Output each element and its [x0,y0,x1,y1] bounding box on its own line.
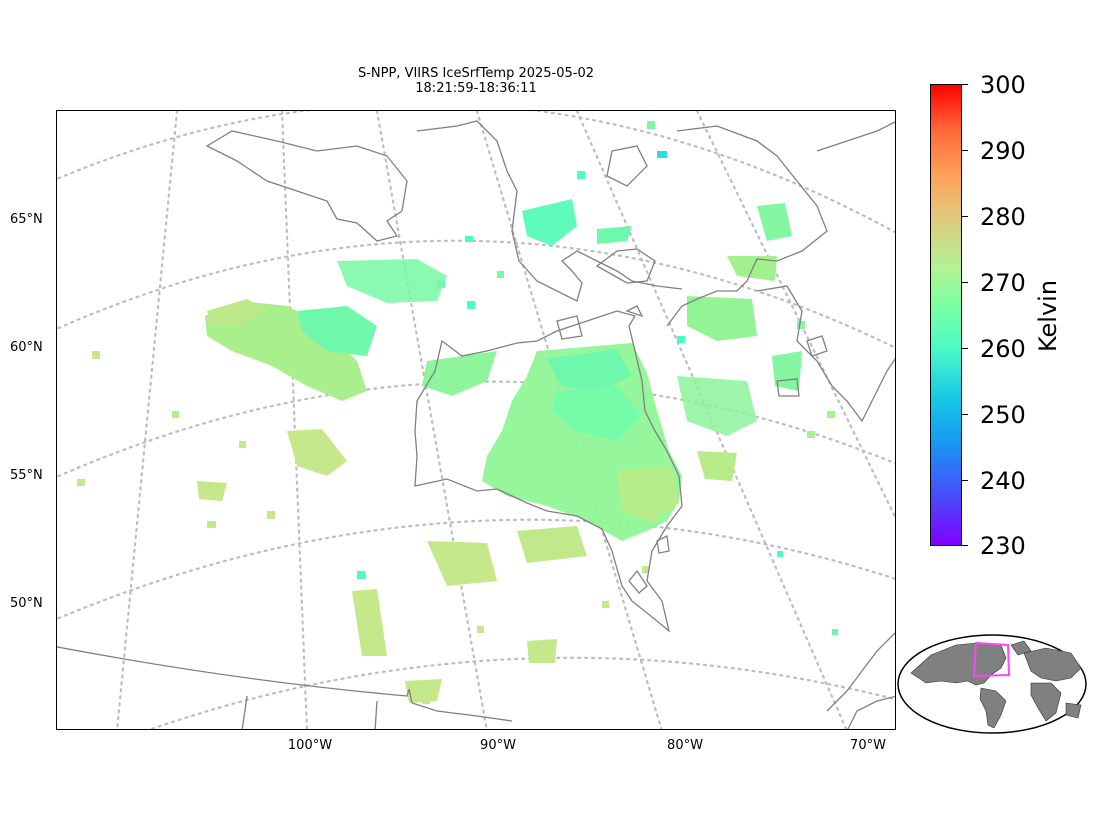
data-cluster-baffin [757,203,792,241]
coastline-hudson-bay [414,310,683,633]
graticule-lat-50 [57,518,895,621]
coastline-labrador [756,285,895,423]
border-us-canada-east [411,702,513,722]
colorbar-title: Kelvin [1034,279,1062,353]
coastline-southampton [595,248,656,284]
coastline-belcher [556,315,583,340]
data-cluster-great-lakes [517,526,587,563]
colorbar-tick-label-270: 270 [980,269,1026,297]
inset-australia [1065,702,1082,719]
graticule-lat-45 [148,656,895,729]
data-cluster-quebec-south [697,451,737,481]
map-title: S-NPP, VIIRS IceSrfTemp 2025-05-02 18:21… [56,66,896,96]
inset-continents [910,640,1082,729]
colorbar-tick-label-300: 300 [980,71,1026,99]
colorbar-tick-label-230: 230 [980,532,1026,560]
inset-south-america [979,687,1007,729]
inset-africa [1030,682,1062,722]
colorbar-tick [962,348,968,349]
data-cluster-southampton [597,226,632,244]
inset-greenland [1010,640,1032,656]
colorbar-tick [962,282,968,283]
coastline-foxe-basin [416,120,683,302]
map-panel[interactable] [56,110,896,730]
coastline-lake-1 [806,335,828,357]
coastline-akimiski [656,535,670,554]
data-cluster-nunavik [687,296,757,341]
lat-label-55: 55°N [10,468,43,483]
lon-label-90w: 90°W [480,738,516,753]
lon-label-100w: 100°W [287,738,333,753]
data-cluster-hudson-north [547,349,632,391]
scattered-pixels [77,121,838,704]
coastline-james-bay-island [628,569,648,594]
coastline-maritimes [826,632,895,712]
state-border-2 [374,700,378,729]
data-cluster-minnesota [527,639,557,663]
lat-label-60: 60°N [10,340,43,355]
data-cluster-dakota [405,679,442,703]
colorbar-tick-label-290: 290 [980,137,1026,165]
title-line-2: 18:21:59-18:36:11 [415,81,537,96]
colorbar-tick-label-260: 260 [980,335,1026,363]
colorbar-tick [962,414,968,415]
coastline-island-2 [625,305,644,318]
graticule [57,111,895,729]
data-cluster-prairie-1 [287,429,347,476]
data-cluster-west [205,301,367,401]
lon-label-70w: 70°W [850,738,886,753]
data-cluster-hudson-mid [552,386,642,441]
map-canvas [57,111,895,729]
data-cluster-prairie-3 [352,589,387,656]
colorbar-tick [962,480,968,481]
colorbar-tick-label-250: 250 [980,401,1026,429]
data-cluster-prairie-2 [197,481,227,501]
graticule-lon-110 [116,111,179,729]
data-cluster-manitoba [422,351,497,396]
colorbar-tick-label-240: 240 [980,467,1026,495]
inset-eurasia [1023,647,1082,682]
data-cluster-quebec [677,376,757,436]
coastline-island-1 [606,145,648,187]
inset-extent-box [972,641,1011,678]
graticule-lon-90 [375,111,488,729]
colorbar-tick [962,545,968,546]
state-border-1 [241,695,248,729]
coastline-lake-2 [776,378,800,397]
coastline-baffin-east [816,121,895,152]
graticule-lon-100 [280,111,309,729]
coastlines [57,120,895,729]
colorbar [930,84,962,546]
colorbar-tick [962,216,968,217]
data-cluster-hudson-south [617,466,679,523]
border-us-canada [57,646,413,704]
coastline-maine [847,695,895,729]
temperature-data [197,199,802,703]
lat-label-50: 50°N [10,596,43,611]
data-cluster-west-edge [207,299,267,326]
data-cluster-west-cold [297,306,377,356]
inset-globe-map [897,634,1087,734]
colorbar-tick-label-280: 280 [980,203,1026,231]
data-cluster-foxe [522,199,577,246]
coastline-ungava [666,125,828,327]
lat-label-65: 65°N [10,212,43,227]
colorbar-tick [962,150,968,151]
coastline-arctic-west [205,130,408,242]
colorbar-tick [962,84,968,85]
data-cluster-northwest [337,259,447,303]
title-line-1: S-NPP, VIIRS IceSrfTemp 2025-05-02 [357,66,595,81]
graticule-lat-55 [57,380,895,479]
lon-label-80w: 80°W [667,738,703,753]
